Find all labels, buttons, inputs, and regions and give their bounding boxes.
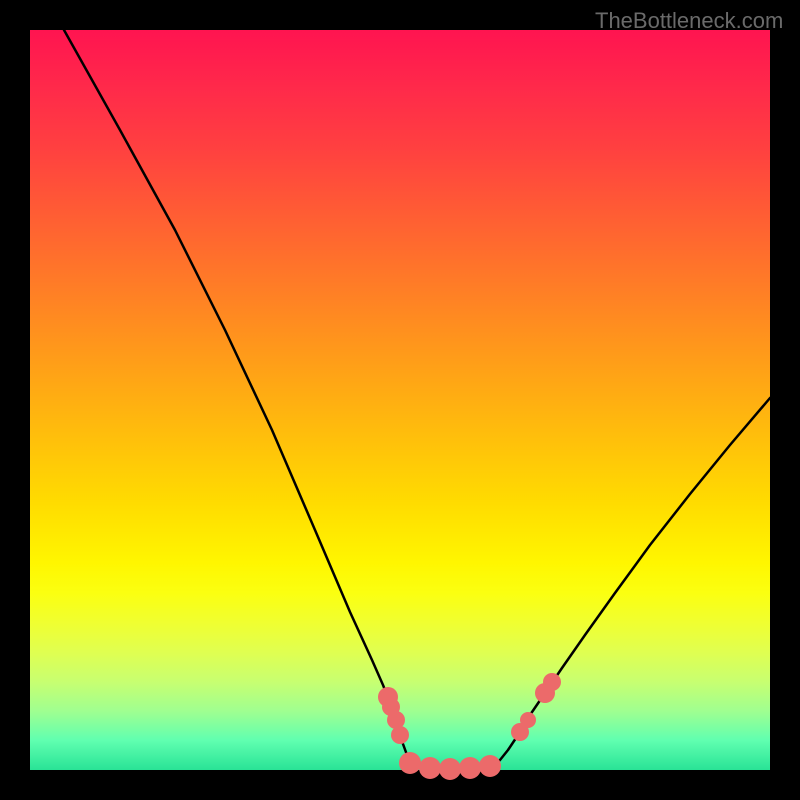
plot-gradient-background [30, 30, 770, 770]
chart-container: TheBottleneck.com [0, 0, 800, 800]
watermark-text: TheBottleneck.com [595, 8, 783, 34]
